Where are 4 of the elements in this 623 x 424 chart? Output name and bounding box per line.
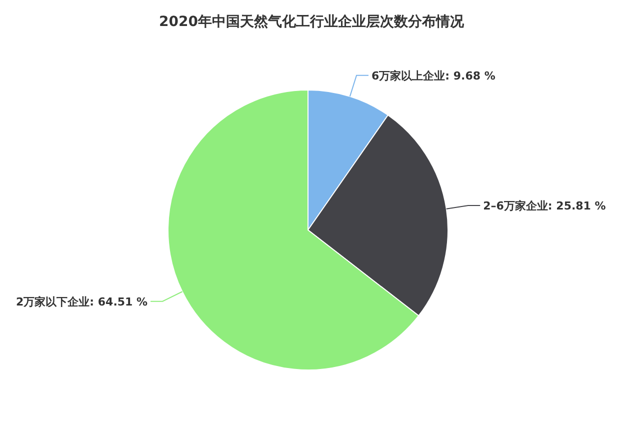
slice-label: 6万家以上企业: 9.68 % bbox=[372, 69, 496, 82]
chart-title: 2020年中国天然气化工行业企业层次数分布情况 bbox=[159, 14, 465, 30]
slice-label: 2–6万家企业: 25.81 % bbox=[483, 200, 606, 213]
slice-label: 2万家以下企业: 64.51 % bbox=[16, 295, 148, 308]
